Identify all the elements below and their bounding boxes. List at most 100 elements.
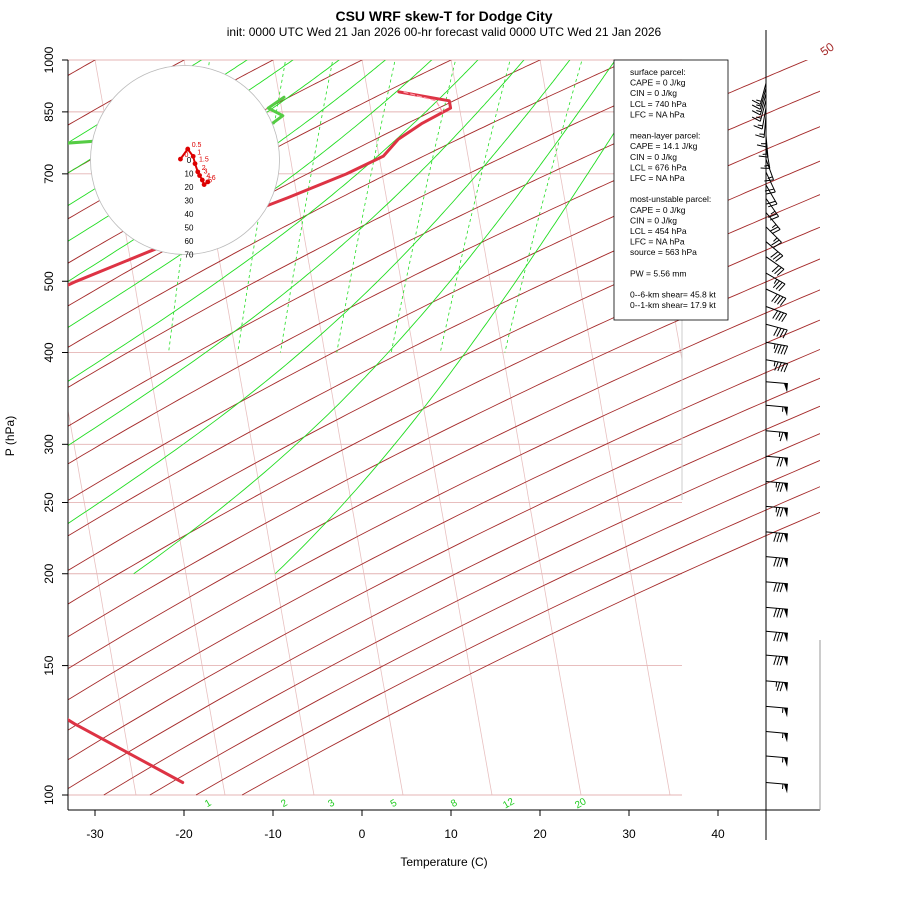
wind-barb-full <box>781 313 788 323</box>
mixing-ratio-label: 12 <box>501 796 517 811</box>
wind-barb-shaft <box>765 481 788 484</box>
pressure-tick-label: 250 <box>42 492 56 512</box>
wind-barb-full <box>779 608 784 618</box>
wind-barb <box>765 581 788 593</box>
hodograph-ring-label: 30 <box>185 197 194 206</box>
info-box-line: PW = 5.56 mm <box>630 268 686 278</box>
hodograph-point <box>197 173 202 178</box>
isotherm-line <box>450 60 582 796</box>
wind-barb-full <box>779 482 784 492</box>
dry-adiabat-line <box>68 319 820 701</box>
temperature-tick-label: -10 <box>264 827 282 841</box>
wind-barb-shaft <box>765 731 788 734</box>
mixing-ratio-line <box>390 60 457 353</box>
temperature-profile <box>68 90 453 784</box>
wind-barb-full <box>773 327 779 336</box>
mixing-ratio-line <box>280 60 334 353</box>
info-box-line: LFC = NA hPa <box>630 237 685 247</box>
wind-barb-full <box>772 253 781 260</box>
mixing-ratio-line <box>336 60 396 353</box>
wind-barb <box>765 288 787 306</box>
wind-barb-shaft <box>765 531 788 535</box>
plot-frame <box>67 30 821 840</box>
wind-barb-full <box>778 312 785 321</box>
chart-title: CSU WRF skew-T for Dodge City <box>335 8 552 24</box>
chart-subtitle: init: 0000 UTC Wed 21 Jan 2026 00-hr for… <box>227 25 662 39</box>
wind-barb-shaft <box>765 146 771 169</box>
pressure-tick-label: 700 <box>42 164 56 184</box>
wind-barb-full <box>779 656 784 666</box>
wind-barb-full <box>776 632 781 642</box>
wind-barb <box>765 505 788 518</box>
wind-barb-flag <box>783 656 788 666</box>
hodograph-ring-label: 70 <box>185 251 194 260</box>
hodograph-point-label: 6 <box>212 175 216 182</box>
wind-barb-half <box>771 224 777 229</box>
info-box-line: LCL = 740 hPa <box>630 99 687 109</box>
wind-barb-full <box>776 582 781 592</box>
wind-barb-full <box>776 457 781 467</box>
wind-barb-full <box>774 267 782 275</box>
pressure-tick-label: 400 <box>42 342 56 362</box>
wind-barb-half <box>767 176 773 179</box>
wind-barb-full <box>776 532 781 543</box>
wind-barb-full <box>751 99 761 105</box>
mixing-ratio-labels: 1 2 3 5 8 12 20 <box>203 796 589 811</box>
wind-barb-full <box>751 104 761 110</box>
info-box-line: mean-layer parcel: <box>630 131 700 141</box>
wind-barb-full <box>751 110 761 116</box>
wind-barb-full <box>779 298 787 306</box>
wind-barb <box>765 198 780 221</box>
wind-barb-full <box>779 583 784 593</box>
pressure-axis: 100 150 200 250 300 400 500 700 850 1000 <box>42 46 68 805</box>
wind-barb-full <box>783 363 789 373</box>
hodograph-point <box>192 161 198 167</box>
wind-barb-full <box>776 268 785 276</box>
wind-barb <box>755 115 767 139</box>
wind-barb-flag <box>783 558 788 568</box>
hodograph-point-label: 5 <box>208 178 212 185</box>
x-axis-label: Temperature (C) <box>400 855 487 869</box>
wind-barb-full <box>774 361 779 371</box>
dry-adiabat-line <box>68 90 820 465</box>
dry-adiabat-line <box>103 433 820 796</box>
wind-barb-flag <box>783 608 788 619</box>
dry-adiabat-labels: 50 <box>818 39 837 58</box>
dry-adiabat-line <box>149 459 820 796</box>
wind-barb <box>753 107 767 130</box>
wind-barb-full <box>780 345 785 355</box>
wind-barb <box>765 556 788 568</box>
wind-barb-flag <box>783 707 788 718</box>
dry-adiabat-line <box>68 60 364 220</box>
wind-barb <box>765 272 786 292</box>
hodograph-ring-label: 10 <box>185 170 194 179</box>
wind-barb-full <box>777 296 784 305</box>
wind-barb-full <box>756 144 767 148</box>
wind-barb-full <box>764 188 775 192</box>
hodograph-point-label: 0.5 <box>192 142 202 149</box>
info-box-line: 0--1-km shear= 17.9 kt <box>630 300 716 310</box>
wind-barb-flag <box>783 757 788 767</box>
hodograph-point-label: 1.5 <box>199 157 209 164</box>
wind-barb-full <box>771 265 780 273</box>
wind-barb <box>765 306 788 323</box>
wind-barb <box>751 87 767 110</box>
wind-barb-full <box>766 200 776 205</box>
wind-barb <box>765 323 788 339</box>
mixing-ratio-line <box>504 60 583 353</box>
wind-barb-full <box>773 608 778 618</box>
dry-adiabat-line <box>68 289 820 670</box>
hodograph-point <box>178 156 183 162</box>
hodograph-ring-label: 0 <box>187 156 192 165</box>
wind-barb-half <box>757 124 763 127</box>
wind-barb-full <box>776 681 781 691</box>
wind-barb <box>765 654 788 666</box>
hodograph-point <box>195 169 201 175</box>
wind-barb <box>756 124 767 148</box>
wind-barb-shaft <box>765 581 788 585</box>
moist-adiabat-line <box>133 60 616 575</box>
wind-barb-full <box>770 251 779 258</box>
wind-barb <box>760 146 771 169</box>
info-box-line: 0--6-km shear= 45.8 kt <box>630 290 716 300</box>
